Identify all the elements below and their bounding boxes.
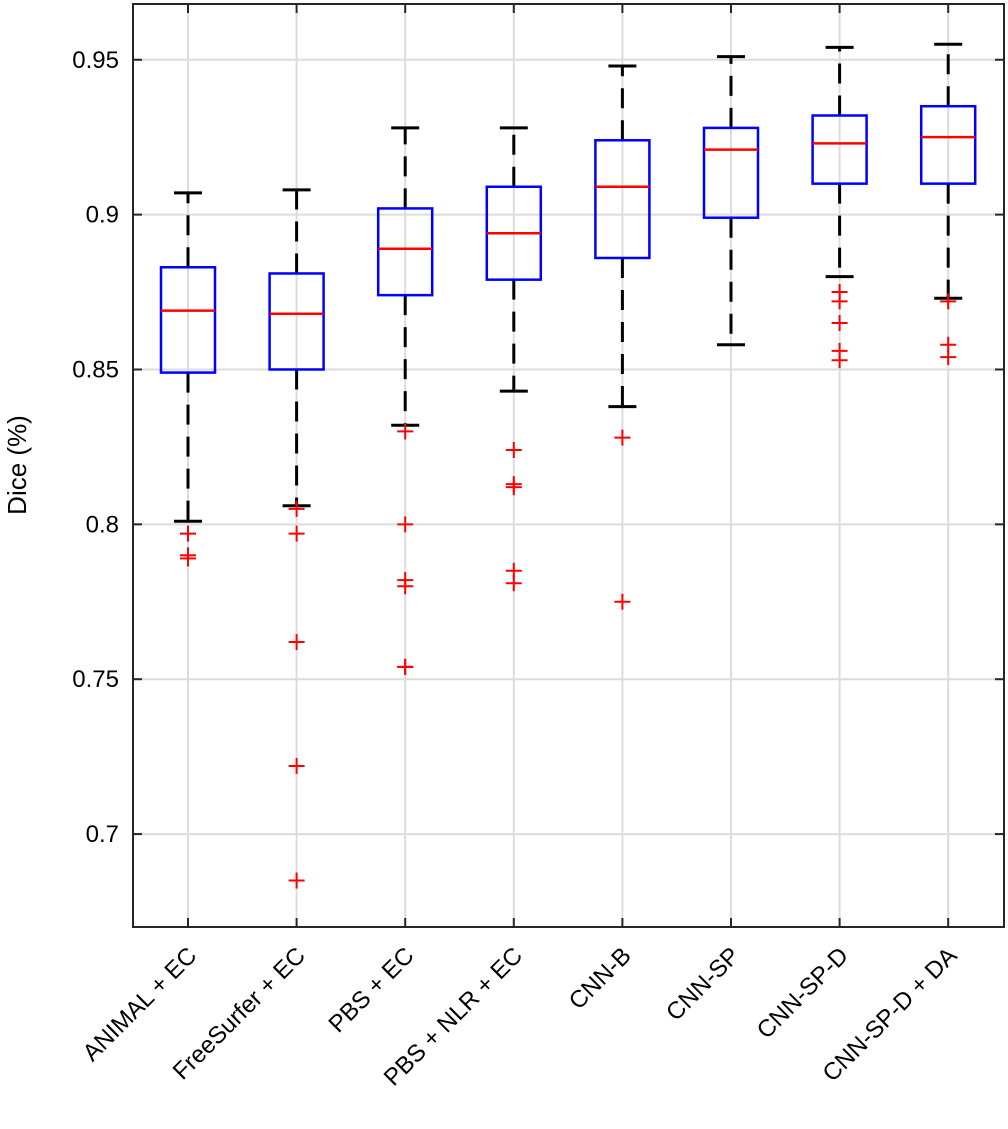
plot-frame <box>132 3 1005 928</box>
y-axis-ticks: 0.7 0.75 0.8 0.85 0.9 0.95 <box>72 47 1004 848</box>
box-group <box>919 42 977 366</box>
box-group <box>594 64 651 610</box>
y-tick-label: 0.7 <box>86 821 119 848</box>
x-tick-label: CNN-SP <box>661 942 745 1026</box>
x-tick-label: CNN-B <box>564 942 637 1015</box>
outlier-marker <box>397 658 414 675</box>
outlier-marker <box>940 293 957 310</box>
y-tick-label: 0.75 <box>72 666 119 693</box>
iqr-box <box>594 139 651 260</box>
outlier-marker <box>831 352 848 369</box>
iqr-box <box>702 126 760 219</box>
outlier-marker <box>397 578 414 595</box>
x-tick-label: PBS + EC <box>323 942 419 1038</box>
outlier-marker <box>288 872 305 889</box>
outlier-marker <box>180 525 196 542</box>
y-tick-label: 0.95 <box>72 47 119 74</box>
box-group <box>159 191 217 567</box>
iqr-box <box>159 266 217 374</box>
outlier-marker <box>614 429 631 446</box>
box-group <box>811 45 868 369</box>
outlier-marker <box>505 479 522 496</box>
box-group <box>485 126 543 592</box>
outlier-marker <box>288 500 305 517</box>
outlier-marker <box>288 757 305 774</box>
box-group <box>702 55 760 347</box>
box-group <box>268 188 325 889</box>
grid-lines <box>133 4 1004 927</box>
y-tick-label: 0.85 <box>72 356 119 383</box>
iqr-box <box>268 272 325 371</box>
y-tick-label: 0.9 <box>86 202 119 229</box>
iqr-box <box>376 207 434 297</box>
outlier-marker <box>180 550 196 567</box>
y-tick-label: 0.8 <box>86 511 119 538</box>
iqr-box <box>811 114 868 185</box>
outlier-marker <box>397 516 414 533</box>
outlier-marker <box>831 293 848 310</box>
x-tick-label: ANIMAL + EC <box>78 942 203 1067</box>
outlier-marker <box>288 634 305 651</box>
outlier-marker <box>940 349 957 366</box>
y-axis-label: Dice (%) <box>2 415 32 515</box>
box-series <box>159 42 977 889</box>
outlier-marker <box>505 442 522 459</box>
x-tick-label: CNN-SP-D <box>752 942 854 1044</box>
outlier-marker <box>397 423 414 440</box>
outlier-marker <box>831 315 848 332</box>
box-group <box>376 126 434 675</box>
outlier-marker <box>288 525 305 542</box>
outlier-marker <box>614 593 631 610</box>
iqr-box <box>919 104 977 185</box>
outlier-marker <box>505 575 522 592</box>
